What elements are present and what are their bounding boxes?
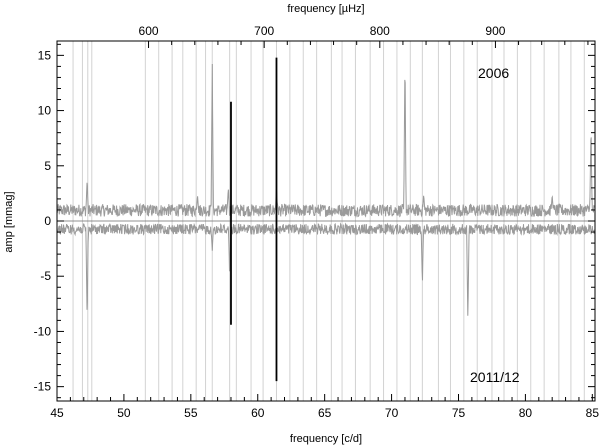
- tick-labels: 45 50 55 60 65 70 75 80 85 600 700 800 900 -15 -10 -5 0 5…: [34, 24, 600, 420]
- x2-tick-label: 800: [370, 24, 390, 38]
- y-tick-label: 10: [38, 104, 52, 118]
- x2-axis-title: frequency [µHz]: [287, 3, 364, 15]
- y-axis-title: amp [mmag]: [3, 191, 15, 252]
- x-tick-label: 85: [586, 406, 600, 420]
- x-tick-label: 75: [452, 406, 466, 420]
- x2-tick-label: 600: [139, 24, 159, 38]
- x-tick-label: 60: [251, 406, 265, 420]
- series-1: [56, 222, 596, 316]
- y-tick-label: 15: [38, 48, 52, 62]
- series-0: [56, 63, 596, 218]
- x-axis-title: frequency [c/d]: [290, 433, 362, 445]
- y-tick-label: 5: [44, 159, 51, 173]
- y-tick-label: -5: [40, 269, 51, 283]
- annotation-2011-12: 2011/12: [470, 369, 520, 385]
- x-tick-label: 55: [184, 406, 198, 420]
- amplitude-series: [56, 63, 596, 316]
- x-tick-label: 65: [318, 406, 332, 420]
- y-tick-label: 0: [44, 214, 51, 228]
- annotation-2006: 2006: [478, 65, 509, 81]
- x2-tick-label: 900: [485, 24, 505, 38]
- y-tick-label: -10: [34, 324, 52, 338]
- marked-frequencies: [230, 57, 278, 382]
- x-tick-label: 50: [117, 406, 131, 420]
- x2-tick-label: 700: [254, 24, 274, 38]
- y-tick-label: -15: [34, 380, 52, 394]
- x-tick-label: 45: [50, 406, 64, 420]
- x-tick-label: 70: [385, 406, 399, 420]
- x-tick-label: 80: [519, 406, 533, 420]
- axis-ticks: [56, 41, 595, 401]
